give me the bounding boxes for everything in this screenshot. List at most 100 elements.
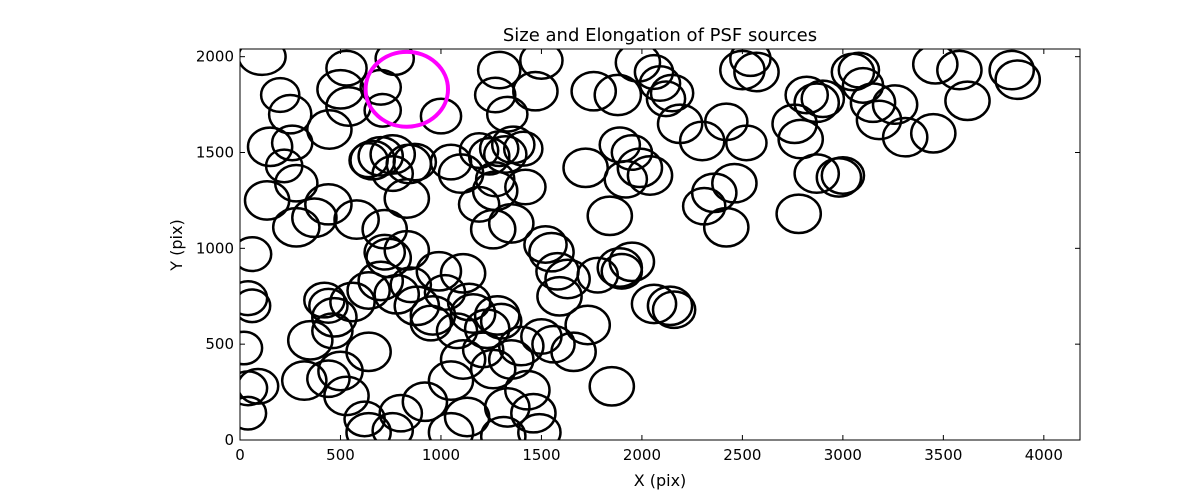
x-tick-label-1: 500 [326,446,355,464]
source-ellipse-110 [308,287,349,324]
source-ellipse-79 [793,153,841,195]
source-ellipse-150 [651,290,697,330]
source-ellipse-105 [323,375,370,417]
y-tick-label-4: 2000 [196,48,234,66]
source-ellipse-100 [240,367,280,405]
plot-frame [239,48,1081,441]
source-ellipse-77 [800,79,846,119]
source-ellipse-158 [427,411,475,440]
source-ellipse-41 [504,168,547,206]
source-ellipse-113 [357,260,405,302]
source-ellipse-54 [649,73,695,113]
y-tick-label-2: 1000 [196,239,234,257]
y-axis: 0 500 1000 1500 2000 [196,48,1080,449]
source-ellipse-92 [944,80,991,122]
source-ellipse-141 [544,258,591,300]
source-ellipse-122 [439,252,487,294]
source-ellipse-164 [415,250,463,292]
source-ellipse-52 [638,64,682,103]
source-ellipse-156 [479,415,527,440]
source-ellipse-101 [240,395,268,431]
source-ellipse-64 [616,147,664,189]
source-ellipse-62 [598,126,642,164]
source-ellipse-144 [528,231,575,273]
source-ellipse-161 [371,411,415,440]
source-ellipse-78 [777,118,825,160]
source-ellipse-7 [243,179,291,221]
source-ellipse-148 [630,283,678,325]
source-ellipse-76 [793,82,841,124]
source-ellipse-28 [392,142,438,182]
source-ellipse-109 [303,281,346,319]
x-tick-label-8: 4000 [1025,446,1063,464]
source-ellipse-81 [820,156,866,195]
source-ellipse-131 [427,360,475,402]
source-ellipse-91 [936,49,983,91]
source-ellipse-96 [240,280,269,317]
x-tick-label-4: 2000 [623,446,661,464]
x-tick-label-2: 1000 [422,446,460,464]
source-ellipse-60 [733,51,780,93]
source-ellipse-86 [855,99,903,141]
source-ellipse-58 [725,124,768,162]
highlight-source-ellipse-0 [363,49,450,129]
source-ellipse-103 [306,359,351,399]
source-ellipse-153 [510,392,557,434]
source-ellipse-106 [286,319,334,361]
source-ellipse-146 [608,241,656,283]
source-ellipse-46 [485,95,529,133]
source-ellipse-40 [487,202,535,244]
source-ellipse-44 [519,49,564,80]
source-ellipse-138 [564,304,612,346]
source-ellipse-26 [348,142,389,179]
x-tick-label-0: 0 [235,446,245,464]
source-ellipse-151 [588,365,636,407]
source-ellipse-75 [784,75,830,115]
source-ellipse-2 [267,93,313,135]
source-ellipse-137 [550,331,597,373]
source-ellipse-143 [523,225,568,264]
source-ellipse-65 [626,155,674,196]
source-ellipse-11 [306,109,353,150]
source-ellipse-160 [378,393,424,433]
y-tick-label-0: 0 [224,431,234,449]
source-ellipse-118 [383,229,431,271]
source-ellipse-104 [317,350,364,392]
source-ellipse-152 [504,369,551,411]
source-ellipse-136 [531,324,576,364]
source-ellipse-147 [600,252,644,290]
source-ellipse-0 [240,49,287,77]
source-ellipse-149 [646,285,694,327]
source-ellipse-73 [775,193,823,235]
source-ellipse-108 [311,296,358,338]
source-ellipse-10 [304,182,353,226]
source-ellipse-32 [467,136,511,176]
source-ellipse-115 [389,266,433,304]
source-ellipse-47 [473,76,517,114]
source-ellipse-57 [703,102,749,142]
source-ellipse-112 [346,271,391,310]
source-ellipse-95 [240,235,273,273]
source-ellipse-97 [240,288,272,324]
source-ellipse-29 [333,199,380,241]
x-tick-label-3: 1500 [522,446,560,464]
source-ellipse-38 [457,185,501,223]
source-ellipse-42 [502,130,544,167]
source-ellipse-17 [374,49,416,77]
source-ellipse-157 [443,396,491,438]
source-ellipse-1 [259,76,301,114]
source-ellipse-94 [994,59,1042,101]
source-ellipse-39 [469,208,517,250]
source-ellipse-88 [881,116,929,158]
x-tick-label-6: 3000 [824,446,862,464]
source-ellipse-163 [345,411,392,440]
source-ellipse-71 [702,206,750,248]
source-ellipse-16 [363,92,403,128]
source-ellipse-49 [593,73,643,117]
x-axis-label: X (pix) [634,471,687,490]
x-tick-label-7: 3500 [924,446,962,464]
source-ellipse-27 [357,135,405,177]
source-ellipse-31 [458,132,500,170]
source-ellipse-102 [280,360,328,402]
